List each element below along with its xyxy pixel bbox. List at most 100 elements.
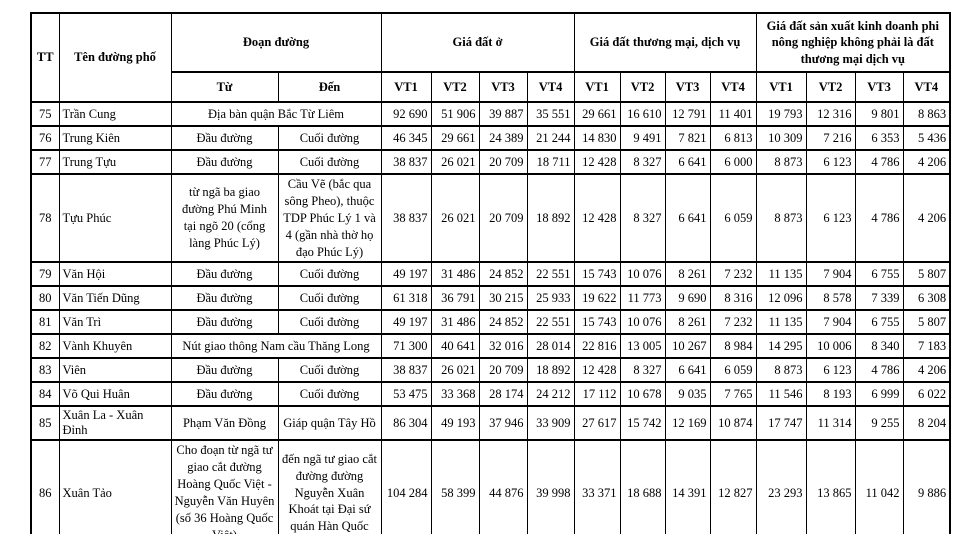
table-row: 75 Trần Cung Địa bàn quận Bắc Từ Liêm 92 69…: [30, 101, 951, 127]
table-row: 85 Xuân La - Xuân Đỉnh Phạm Văn Đồng Giáp q…: [30, 405, 951, 442]
price-value: 8 261: [664, 261, 711, 288]
price-value: 7 232: [709, 309, 757, 336]
header-vt-row: Từ Đến VT1 VT2 VT3 VT4 VT1 VT2 VT3 VT4 V…: [31, 71, 951, 103]
price-value: 46 345: [380, 125, 432, 151]
price-value: 22 551: [526, 261, 575, 288]
price-value: 8 873: [755, 149, 807, 175]
price-value: 8 873: [755, 172, 807, 264]
price-value: 10 678: [619, 381, 666, 408]
price-value: 15 743: [573, 261, 621, 288]
price-value: 4 786: [854, 172, 904, 264]
price-value: 6 641: [664, 357, 711, 384]
price-value: 12 169: [664, 405, 711, 442]
price-value: 33 371: [573, 439, 621, 534]
price-value: 12 791: [664, 101, 711, 127]
col-header-vt2-non-agricultural: VT2: [805, 71, 856, 103]
price-value: 7 904: [805, 261, 856, 288]
price-value: 9 255: [854, 405, 904, 442]
price-value: 38 837: [380, 172, 432, 264]
price-value: 7 339: [854, 285, 904, 312]
col-header-group-residential: Giá đất ở: [380, 12, 575, 73]
price-value: 8 327: [619, 172, 666, 264]
row-number: 82: [30, 333, 60, 360]
col-header-vt4-residential: VT4: [526, 71, 575, 103]
price-value: 6 123: [805, 357, 856, 384]
price-value: 9 801: [854, 101, 904, 127]
price-value: 11 401: [709, 101, 757, 127]
price-value: 10 006: [805, 333, 856, 360]
price-value: 6 813: [709, 125, 757, 151]
col-header-to: Đến: [277, 71, 382, 103]
table-row: 77 Trung Tựu Đầu đường Cuối đường 38 837 26 0…: [30, 149, 951, 175]
col-header-vt3-residential: VT3: [478, 71, 528, 103]
price-value: 28 174: [478, 381, 528, 408]
price-value: 10 076: [619, 309, 666, 336]
price-value: 32 016: [478, 333, 528, 360]
price-value: 6 059: [709, 172, 757, 264]
price-value: 58 399: [430, 439, 480, 534]
price-value: 19 793: [755, 101, 807, 127]
street-name: Trung Kiên: [58, 125, 172, 151]
price-value: 6 000: [709, 149, 757, 175]
price-value: 6 123: [805, 149, 856, 175]
segment-to: Cầu Vẽ (bắc qua sông Pheo), thuộc TDP Ph…: [277, 172, 382, 264]
price-value: 5 436: [902, 125, 951, 151]
col-header-vt3-commercial: VT3: [664, 71, 711, 103]
street-name: Văn Tiến Dũng: [58, 285, 172, 312]
col-header-vt1-commercial: VT1: [573, 71, 621, 103]
price-value: 6 308: [902, 285, 951, 312]
price-value: 24 212: [526, 381, 575, 408]
row-number: 79: [30, 261, 60, 288]
street-name: Vành Khuyên: [58, 333, 172, 360]
price-value: 104 284: [380, 439, 432, 534]
price-value: 8 261: [664, 309, 711, 336]
header-group-row: TT Tên đường phố Đoạn đường Giá đất ở Gi…: [30, 12, 951, 103]
table-body: 75 Trần Cung Địa bàn quận Bắc Từ Liêm 92 69…: [30, 101, 951, 534]
price-value: 38 837: [380, 357, 432, 384]
col-header-vt1-non-agricultural: VT1: [755, 71, 807, 103]
price-value: 39 887: [478, 101, 528, 127]
price-value: 7 232: [709, 261, 757, 288]
price-value: 12 428: [573, 172, 621, 264]
price-value: 22 816: [573, 333, 621, 360]
price-value: 22 551: [526, 309, 575, 336]
col-header-street: Tên đường phố: [58, 12, 172, 103]
price-value: 4 206: [902, 357, 951, 384]
segment-to: Cuối đường: [277, 149, 382, 175]
row-number: 83: [30, 357, 60, 384]
table-row: 84 Võ Qui Huân Đầu đường Cuối đường 53 475 33…: [30, 381, 951, 408]
col-header-vt1-residential: VT1: [380, 71, 432, 103]
col-header-tt: TT: [30, 12, 60, 103]
segment-from: Cho đoạn từ ngã tư giao cắt đường Hoàng …: [170, 439, 279, 534]
price-value: 10 874: [709, 405, 757, 442]
price-value: 33 909: [526, 405, 575, 442]
price-value: 6 123: [805, 172, 856, 264]
row-number: 85: [30, 405, 60, 442]
price-value: 9 491: [619, 125, 666, 151]
price-value: 36 791: [430, 285, 480, 312]
price-value: 8 327: [619, 149, 666, 175]
price-value: 38 837: [380, 149, 432, 175]
street-name: Xuân La - Xuân Đỉnh: [58, 405, 172, 442]
price-value: 8 204: [902, 405, 951, 442]
table-row: 79 Văn Hội Đầu đường Cuối đường 49 197 31 486…: [30, 261, 951, 288]
price-value: 7 821: [664, 125, 711, 151]
segment-to: Giáp quận Tây Hồ: [277, 405, 382, 442]
price-value: 30 215: [478, 285, 528, 312]
table-row: 83 Viên Đầu đường Cuối đường 38 837 26 021 20 …: [30, 357, 951, 384]
segment-from: Đầu đường: [170, 285, 279, 312]
price-value: 35 551: [526, 101, 575, 127]
street-name: Văn Hội: [58, 261, 172, 288]
price-value: 12 316: [805, 101, 856, 127]
price-value: 15 743: [573, 309, 621, 336]
price-value: 20 709: [478, 149, 528, 175]
price-value: 49 197: [380, 261, 432, 288]
price-value: 10 076: [619, 261, 666, 288]
price-value: 12 428: [573, 149, 621, 175]
price-value: 29 661: [573, 101, 621, 127]
price-value: 20 709: [478, 357, 528, 384]
row-number: 77: [30, 149, 60, 175]
table-row: 78 Tựu Phúc từ ngã ba giao đường Phú Minh …: [30, 172, 951, 264]
price-value: 7 904: [805, 309, 856, 336]
price-value: 5 807: [902, 309, 951, 336]
